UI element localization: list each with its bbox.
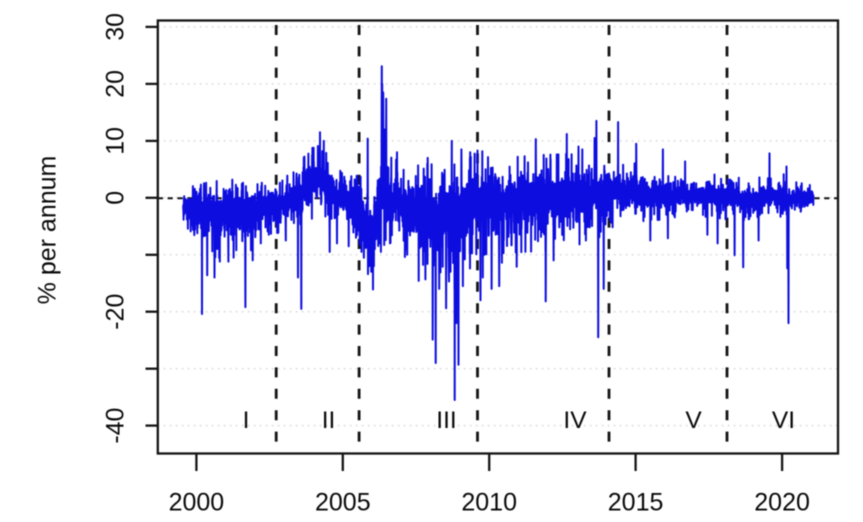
- svg-text:2010: 2010: [461, 489, 517, 517]
- svg-text:-40: -40: [102, 408, 130, 444]
- svg-text:0: 0: [102, 191, 130, 205]
- svg-text:VI: VI: [772, 407, 795, 434]
- svg-text:30: 30: [102, 13, 130, 41]
- svg-text:2000: 2000: [169, 489, 225, 517]
- svg-text:2020: 2020: [754, 489, 810, 517]
- svg-text:V: V: [685, 407, 702, 434]
- svg-text:20: 20: [102, 70, 130, 98]
- svg-text:IV: IV: [563, 407, 587, 434]
- svg-text:-20: -20: [102, 294, 130, 330]
- svg-text:% per annum: % per annum: [34, 156, 62, 305]
- svg-text:2005: 2005: [315, 489, 371, 517]
- svg-text:III: III: [436, 407, 456, 434]
- svg-text:2015: 2015: [608, 489, 664, 517]
- svg-text:I: I: [243, 407, 250, 434]
- svg-text:10: 10: [102, 127, 130, 155]
- svg-text:II: II: [322, 407, 336, 434]
